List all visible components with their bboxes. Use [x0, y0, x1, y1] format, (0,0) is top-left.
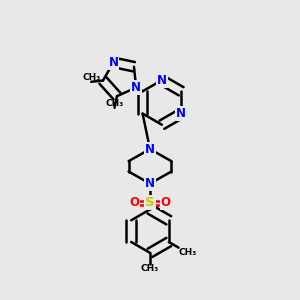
Text: O: O: [130, 196, 140, 209]
Text: CH₃: CH₃: [141, 264, 159, 273]
Text: CH₃: CH₃: [178, 248, 197, 256]
Text: N: N: [157, 74, 167, 87]
Text: N: N: [145, 142, 155, 156]
Text: S: S: [145, 196, 155, 209]
Text: CH₃: CH₃: [82, 73, 100, 82]
Text: N: N: [131, 81, 141, 94]
Text: CH₃: CH₃: [105, 99, 124, 108]
Text: N: N: [145, 177, 155, 190]
Text: N: N: [176, 107, 186, 120]
Text: O: O: [160, 196, 170, 209]
Text: N: N: [109, 56, 118, 69]
